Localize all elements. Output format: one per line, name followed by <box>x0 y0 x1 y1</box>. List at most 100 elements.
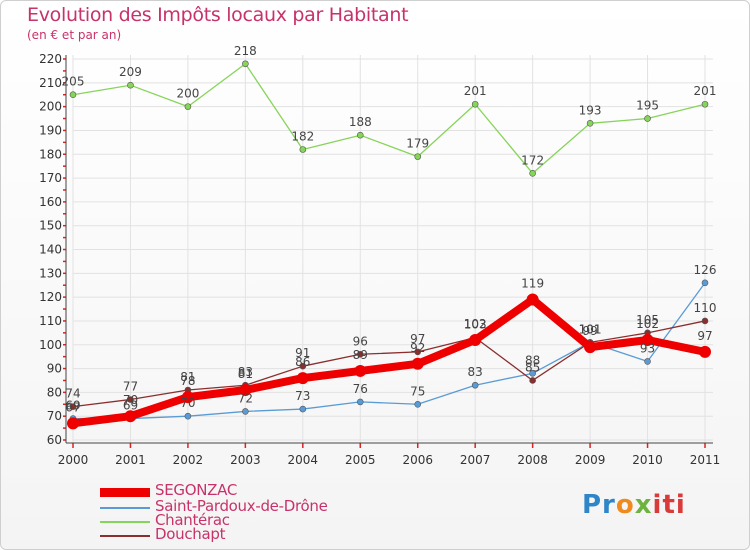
data-point <box>529 377 536 384</box>
data-point <box>644 115 651 122</box>
data-label: 74 <box>65 387 80 401</box>
x-tick-label: 2007 <box>460 453 491 467</box>
data-label: 172 <box>521 153 544 167</box>
data-label: 205 <box>62 75 85 89</box>
data-point <box>299 405 307 413</box>
y-tick-label: 160 <box>39 195 62 209</box>
x-tick-label: 2001 <box>115 453 146 467</box>
data-label: 200 <box>176 87 199 101</box>
data-point <box>469 333 482 346</box>
chart-title: Evolution des Impôts locaux par Habitant <box>27 4 409 26</box>
data-point <box>701 317 709 325</box>
data-label: 101 <box>579 322 602 336</box>
data-label: 86 <box>295 355 310 369</box>
data-point <box>242 408 249 415</box>
data-label: 110 <box>694 301 717 315</box>
axis-layer: 60 70 80 90 100 110 120 130 140 150 160 170 180 190 20… <box>39 52 720 467</box>
logo-part: Pr <box>582 490 616 520</box>
y-tick-label: 140 <box>39 243 62 257</box>
data-label: 85 <box>525 360 540 374</box>
data-label: 99 <box>582 324 597 338</box>
data-label: 75 <box>410 384 425 398</box>
data-label: 102 <box>464 317 487 331</box>
legend-label: Chantérac <box>155 511 230 529</box>
data-point <box>184 103 192 110</box>
x-tick-label: 2003 <box>230 453 261 467</box>
data-label: 105 <box>636 313 659 327</box>
data-label: 92 <box>410 341 425 355</box>
x-tick-label: 2011 <box>690 453 721 467</box>
y-tick-label: 210 <box>39 76 62 90</box>
series-line-1 <box>72 282 706 420</box>
data-label: 201 <box>464 84 487 98</box>
legend-label: SEGONZAC <box>155 481 237 499</box>
x-tick-label: 2008 <box>517 453 548 467</box>
y-tick-label: 220 <box>39 52 62 66</box>
y-tick-label: 200 <box>39 100 62 114</box>
data-point <box>644 358 651 365</box>
data-label: 77 <box>123 380 138 394</box>
data-label: 69 <box>65 399 80 413</box>
legend-swatch <box>100 487 150 497</box>
data-point <box>529 170 536 177</box>
y-tick-label: 120 <box>39 290 62 304</box>
data-label: 89 <box>353 348 368 362</box>
grid-layer <box>72 55 713 443</box>
data-label: 73 <box>295 389 310 403</box>
data-point <box>356 398 364 406</box>
data-point <box>471 381 479 389</box>
data-label: 119 <box>521 277 544 291</box>
data-point <box>414 348 422 356</box>
series-line-3 <box>72 320 706 408</box>
series-line-0 <box>69 295 709 428</box>
y-tick-label: 90 <box>47 362 62 376</box>
series-layer <box>67 60 711 430</box>
data-point <box>586 119 594 127</box>
data-point <box>411 357 424 370</box>
y-tick-label: 130 <box>39 266 62 280</box>
data-point <box>356 350 364 358</box>
data-label: 182 <box>291 129 314 143</box>
data-label: 69 <box>123 399 138 413</box>
series-line-2 <box>72 63 706 174</box>
data-point <box>127 396 134 403</box>
data-point <box>699 345 711 358</box>
data-label: 102 <box>636 317 659 331</box>
x-tick-label: 2006 <box>402 453 433 467</box>
data-label: 93 <box>640 341 655 355</box>
data-point <box>584 341 597 354</box>
data-label: 70 <box>123 393 138 407</box>
data-point <box>69 403 77 410</box>
data-point <box>701 279 709 287</box>
data-label: 195 <box>636 99 659 113</box>
data-label: 126 <box>694 263 717 277</box>
data-point <box>471 100 479 108</box>
y-tick-label: 150 <box>39 219 62 233</box>
logo-part: iti <box>652 490 686 520</box>
legend-swatch <box>100 507 150 509</box>
x-tick-label: 2004 <box>288 453 319 467</box>
data-label: 81 <box>238 367 253 381</box>
data-label: 218 <box>234 44 257 58</box>
data-point <box>69 91 77 99</box>
data-point <box>181 391 194 404</box>
y-tick-label: 190 <box>39 123 62 137</box>
data-label: 83 <box>238 365 253 379</box>
y-tick-label: 170 <box>39 171 62 185</box>
data-point <box>124 410 137 423</box>
data-point <box>529 370 536 377</box>
y-tick-label: 80 <box>47 385 62 399</box>
data-point <box>239 383 252 396</box>
data-label: 67 <box>65 400 80 414</box>
logo-part: o <box>615 490 635 520</box>
data-label: 70 <box>180 396 195 410</box>
data-point <box>701 100 709 108</box>
data-label-layer: 205 209 200 218 182 188 179 201 172 193 195 201 69 69… <box>62 44 717 415</box>
data-point <box>299 146 307 153</box>
y-tick-label: 60 <box>47 433 62 447</box>
chart-subtitle: (en € et par an) <box>27 28 122 42</box>
data-label: 83 <box>468 365 483 379</box>
data-label: 193 <box>579 103 602 117</box>
